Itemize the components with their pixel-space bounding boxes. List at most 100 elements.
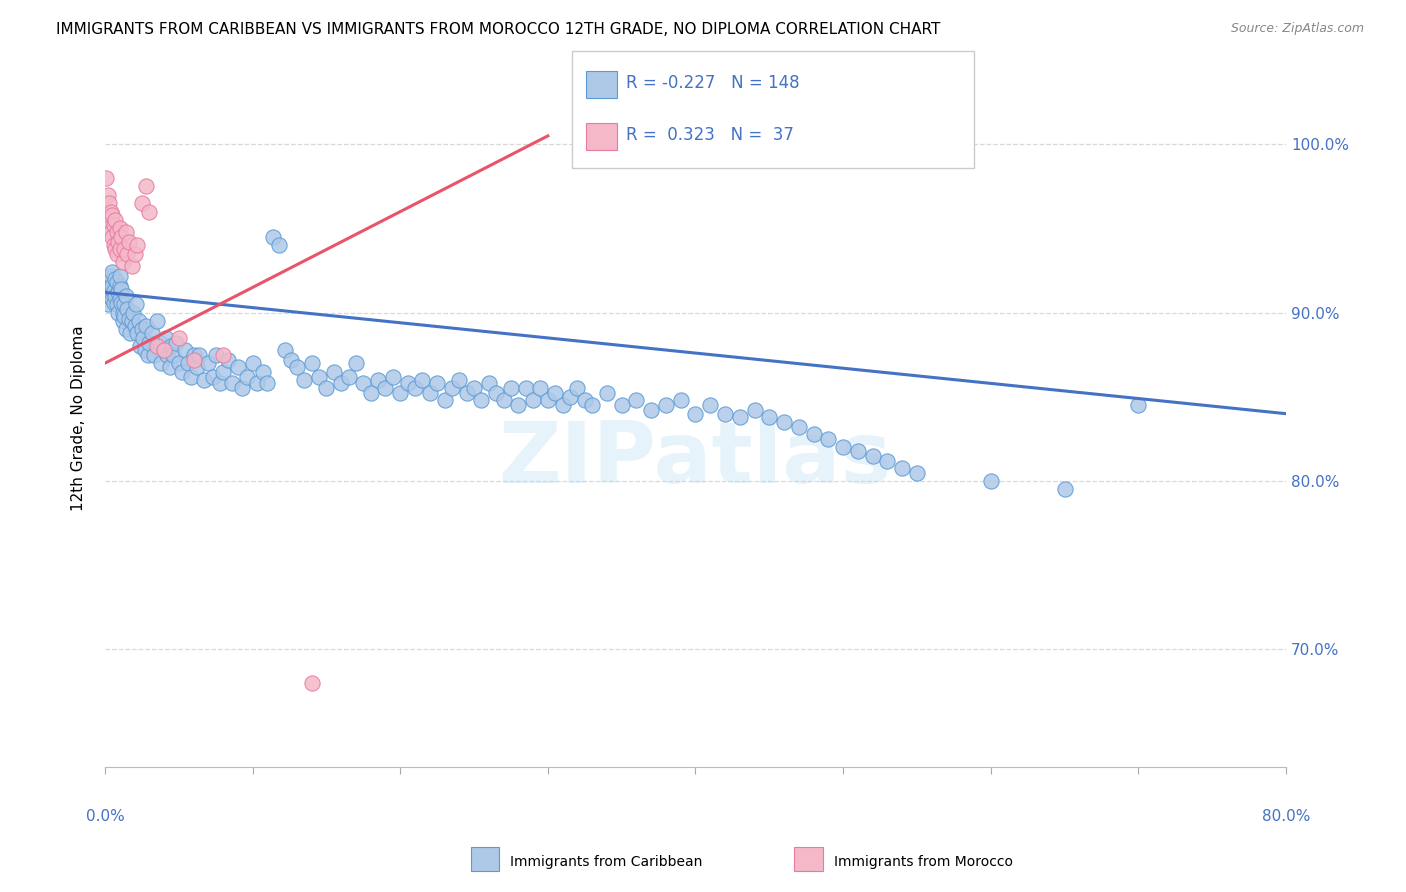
Point — [98, 196, 121, 211]
Point — [104, 242, 127, 256]
Point — [846, 443, 869, 458]
Point — [301, 676, 323, 690]
Point — [252, 365, 274, 379]
Point — [156, 348, 179, 362]
Point — [112, 309, 135, 323]
Point — [891, 460, 914, 475]
Point — [862, 449, 884, 463]
Point — [134, 343, 156, 357]
Point — [103, 238, 125, 252]
Point — [98, 289, 121, 303]
Point — [104, 272, 127, 286]
Point — [105, 246, 128, 260]
Point — [107, 306, 129, 320]
Point — [110, 295, 132, 310]
Point — [221, 376, 243, 391]
Point — [100, 285, 122, 300]
Point — [108, 221, 131, 235]
Point — [135, 319, 157, 334]
Point — [136, 348, 159, 362]
Point — [522, 393, 544, 408]
Point — [101, 278, 124, 293]
Point — [127, 238, 149, 252]
Point — [120, 326, 142, 340]
Point — [159, 359, 181, 374]
Point — [1128, 398, 1150, 412]
Point — [108, 268, 131, 283]
Point — [100, 225, 122, 239]
Point — [110, 230, 132, 244]
Point — [107, 285, 129, 300]
Point — [167, 356, 190, 370]
Point — [685, 407, 707, 421]
Point — [389, 386, 412, 401]
Point — [145, 339, 167, 353]
Point — [111, 314, 134, 328]
Point — [98, 276, 121, 290]
Point — [640, 403, 662, 417]
Point — [131, 322, 153, 336]
Point — [124, 319, 146, 334]
Point — [301, 356, 323, 370]
Point — [111, 306, 134, 320]
Point — [280, 352, 302, 367]
Point — [97, 280, 120, 294]
Point — [315, 381, 337, 395]
Point — [97, 297, 120, 311]
Point — [699, 398, 721, 412]
Text: Immigrants from Morocco: Immigrants from Morocco — [834, 855, 1012, 869]
Point — [596, 386, 619, 401]
Point — [165, 335, 187, 350]
Point — [115, 302, 138, 317]
Point — [344, 356, 367, 370]
Point — [235, 369, 257, 384]
Point — [285, 359, 308, 374]
Point — [105, 297, 128, 311]
Point — [176, 356, 198, 370]
Point — [100, 268, 122, 283]
Point — [129, 339, 152, 353]
Point — [212, 365, 235, 379]
Point — [728, 410, 751, 425]
Point — [426, 376, 449, 391]
Point — [153, 343, 176, 357]
Text: R =  0.323   N =  37: R = 0.323 N = 37 — [626, 126, 793, 144]
Point — [544, 386, 567, 401]
Point — [478, 376, 501, 391]
Point — [121, 259, 143, 273]
Point — [188, 348, 211, 362]
Point — [112, 242, 135, 256]
Point — [411, 373, 433, 387]
Point — [132, 331, 155, 345]
Point — [101, 230, 124, 244]
Point — [104, 289, 127, 303]
Point — [758, 410, 780, 425]
Point — [167, 331, 190, 345]
Point — [905, 466, 928, 480]
Point — [149, 335, 172, 350]
Point — [374, 381, 396, 395]
Point — [419, 386, 441, 401]
Point — [145, 314, 167, 328]
Point — [269, 238, 291, 252]
Text: 0.0%: 0.0% — [86, 809, 124, 824]
Point — [217, 352, 239, 367]
Point — [262, 230, 284, 244]
Point — [980, 474, 1002, 488]
Point — [112, 297, 135, 311]
Point — [127, 326, 149, 340]
Point — [231, 381, 253, 395]
Point — [714, 407, 737, 421]
Point — [117, 312, 139, 326]
Point — [197, 356, 219, 370]
Point — [209, 376, 232, 391]
Point — [292, 373, 315, 387]
Point — [108, 292, 131, 306]
Point — [610, 398, 633, 412]
Point — [150, 356, 173, 370]
Point — [876, 454, 898, 468]
Point — [274, 343, 297, 357]
Point — [456, 386, 478, 401]
Point — [499, 381, 522, 395]
Point — [125, 297, 148, 311]
